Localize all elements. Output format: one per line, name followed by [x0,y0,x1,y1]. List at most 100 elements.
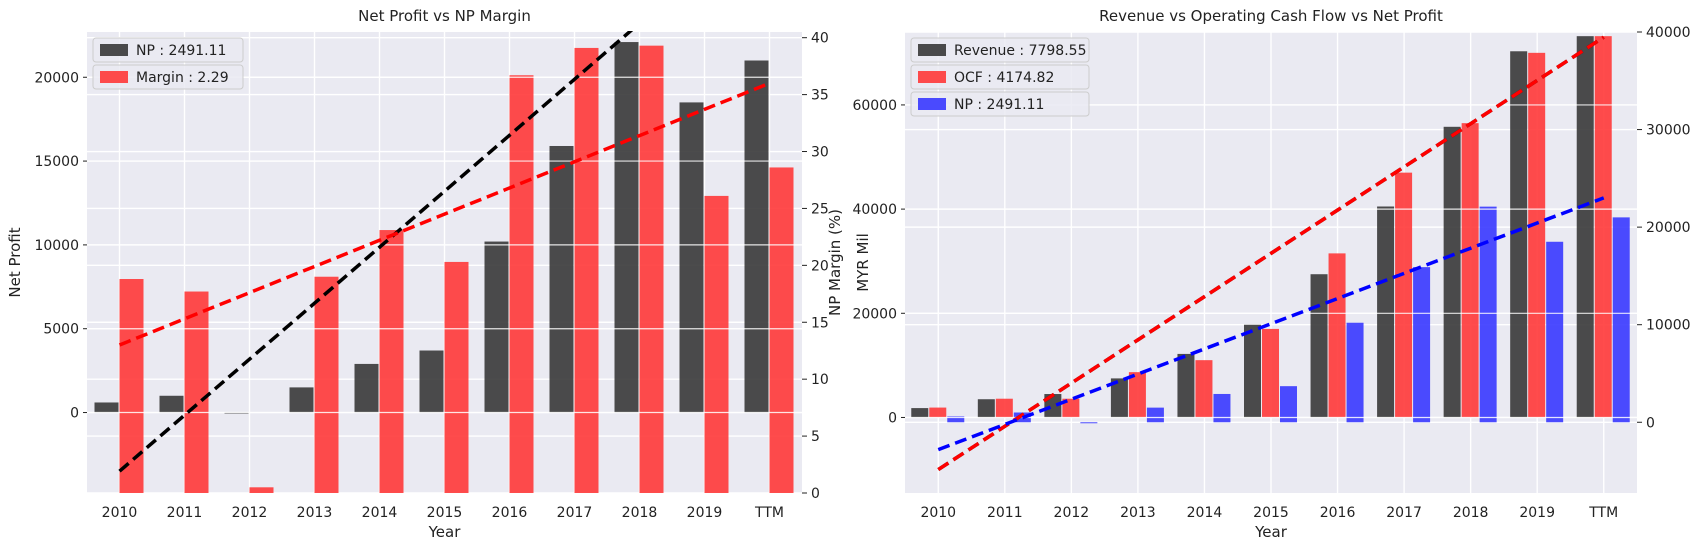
chart-revenue-ocf-np: Revenue vs Operating Cash Flow vs Net Pr… [852,0,1691,541]
bar-1-7 [574,47,599,494]
x-tick-label: 2017 [1386,505,1422,521]
bar-2-10 [1612,217,1630,423]
x-tick-label: 2011 [167,505,203,521]
y-right-tick-label: 30 [811,145,829,161]
bar-1-0 [119,279,144,493]
y-tick-label: 10000 [34,238,79,254]
x-tick-label: 2014 [1187,505,1223,521]
legend-label-1: OCF : 4174.82 [954,70,1054,86]
chart-net-profit-vs-margin: Net Profit vs NP Margin 0 5000 10000 15000 20… [6,0,844,541]
bar-0-0 [94,402,119,413]
x-tick-label: 2014 [362,505,398,521]
legend-box-0 [92,37,244,63]
trendline-1 [118,81,771,347]
y-tick-label: 15000 [34,154,79,170]
bar-2-2 [1080,422,1098,424]
y-tick-label: 5000 [43,322,79,338]
x-tick-label: 2010 [920,505,956,521]
legend-label-0: NP : 2491.11 [136,43,226,59]
bar-1-9 [1528,52,1546,418]
y-right-tick-label: 35 [811,88,829,104]
bar-0-7 [1377,206,1395,418]
bar-0-9 [1510,51,1528,418]
bar-1-1 [995,398,1013,418]
bar-1-6 [1328,253,1346,418]
y-right-tick-label: 20000 [1646,220,1691,236]
x-tick-label: TTM [754,505,784,521]
x-tick-label: TTM [1588,505,1618,521]
y-right-tick-label: 40 [811,31,829,47]
x-axis-label: Year [428,523,462,541]
bar-1-3 [314,276,339,493]
x-tick-label: 2013 [1120,505,1156,521]
x-tick-label: 2010 [102,505,138,521]
y-right-tick-label: 5 [811,429,820,445]
y-axis-label: MYR Mil [854,233,872,292]
top-margin [82,0,807,31]
chart-title: Revenue vs Operating Cash Flow vs Net Pr… [1099,7,1443,25]
y-tick-label: 20000 [34,70,79,86]
x-tick-label: 2015 [1253,505,1289,521]
bar-0-3 [1110,378,1128,418]
bar-0-4 [354,363,379,413]
bar-0-10 [744,60,769,413]
y-right-tick-label: 0 [1646,415,1655,431]
bar-2-6 [1346,322,1364,423]
x-tick-label: 2018 [1453,505,1489,521]
bar-1-4 [379,230,404,493]
legend-label-2: NP : 2491.11 [954,97,1044,113]
bar-0-0 [911,408,929,418]
legend-box-1 [910,64,1090,90]
bar-0-9 [679,102,704,413]
y-tick-label: 20000 [852,306,897,322]
bar-2-8 [1479,206,1497,423]
x-tick-label: 2019 [1519,505,1555,521]
x-tick-label: 2016 [1320,505,1356,521]
bar-0-7 [549,145,574,413]
bar-1-6 [509,75,534,493]
legend-box-0 [910,37,1090,63]
bar-1-2 [1062,398,1080,418]
bar-1-7 [1395,172,1413,418]
bar-0-6 [484,241,509,413]
y-tick-label: 60000 [852,98,897,114]
top-margin [900,0,1642,31]
y-right-tick-label: 20 [811,258,829,274]
bar-2-9 [1546,241,1564,423]
bar-2-4 [1213,393,1231,423]
legend-box-1 [92,64,244,90]
bar-1-1 [184,291,209,493]
x-tick-label: 2013 [297,505,333,521]
legend-label-0: Revenue : 7798.55 [954,43,1086,59]
bar-1-0 [929,407,947,418]
bar-0-5 [419,350,444,413]
bar-1-2 [249,487,274,493]
y-right-tick-label: 0 [811,486,820,502]
x-tick-label: 2011 [987,505,1023,521]
y-right-axis-label: NP Margin (%) [826,209,844,316]
bar-1-4 [1195,360,1213,418]
bar-0-3 [289,387,314,413]
chart-title: Net Profit vs NP Margin [358,7,531,25]
bar-1-5 [444,261,469,493]
bar-2-3 [1146,407,1164,423]
bar-0-10 [1576,36,1594,418]
x-tick-label: 2019 [687,505,723,521]
bar-1-3 [1128,372,1146,418]
legend-box-2 [910,91,1090,117]
bar-0-8 [1443,126,1461,418]
bar-1-5 [1262,328,1279,418]
bar-1-10 [769,167,794,493]
y-right-tick-label: 40000 [1646,25,1691,41]
bar-1-9 [704,195,729,493]
x-axis-label: Year [1254,523,1288,541]
y-tick-label: 40000 [852,202,897,218]
legend-swatch-0 [100,44,128,56]
legend-label-1: Margin : 2.29 [136,70,229,86]
legend-swatch-1 [918,71,946,83]
y-right-tick-label: 25 [811,201,829,217]
trendline-1 [937,35,1605,472]
y-tick-label: 0 [888,410,897,426]
x-tick-label: 2012 [232,505,268,521]
